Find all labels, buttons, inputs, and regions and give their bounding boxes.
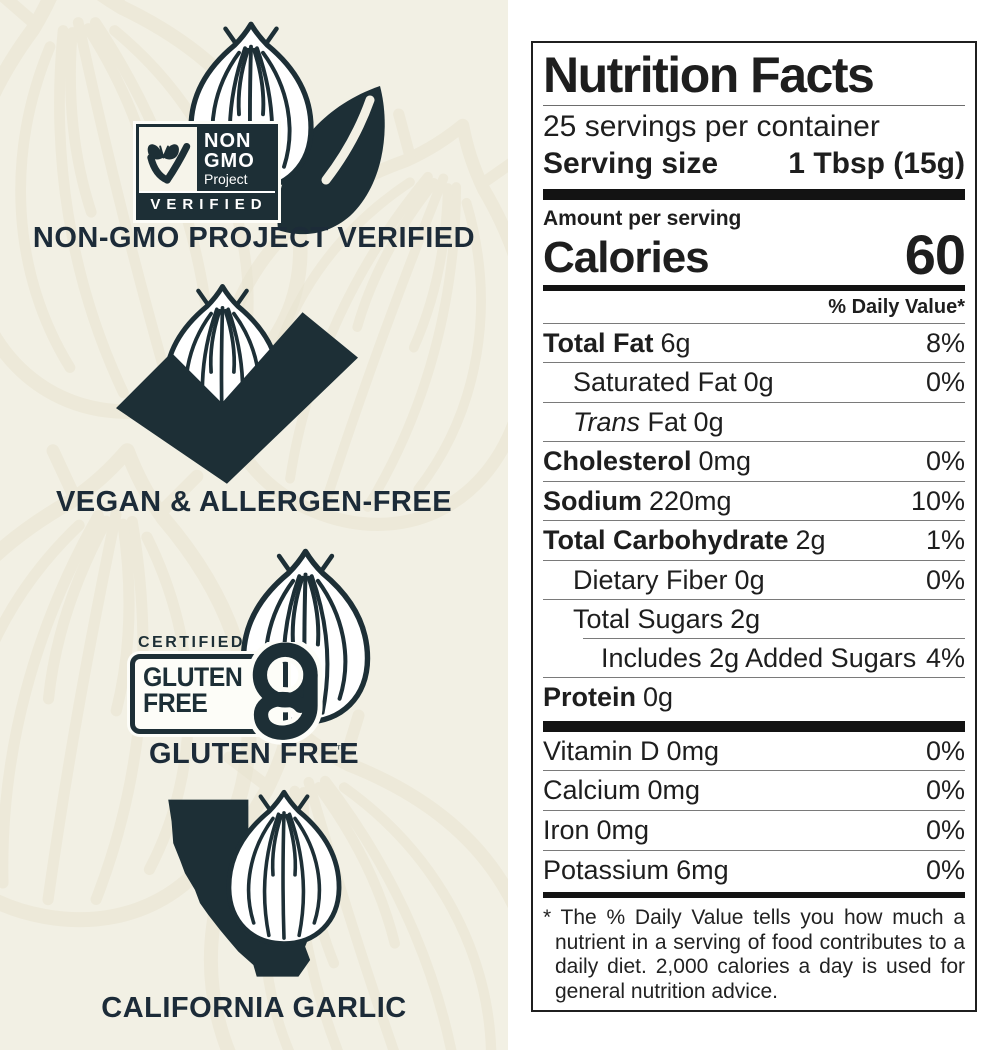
daily-value-footnote: * The % Daily Value tells you how much a… [543,906,965,1003]
checkmark-icon [116,312,358,484]
badge-caption-california: CALIFORNIA GARLIC [101,992,407,1024]
divider-medium [543,284,965,291]
amount-per-serving-label: Amount per serving [543,207,742,230]
nutrition-row-iron: Iron 0mg 0% [543,811,965,851]
nutrition-row-dietary-fiber: Dietary Fiber 0g 0% [543,561,965,601]
nutrition-row-total-sugars: Total Sugars 2g [543,600,965,639]
serving-size-value: 1 Tbsp (15g) [788,147,965,180]
nutrition-row-added-sugars: Includes 2g Added Sugars 4% [543,639,965,679]
nutrition-row-calcium: Calcium 0mg 0% [543,771,965,811]
trademark-symbol: ™ [336,744,347,756]
nutrition-row-potassium: Potassium 6mg 0% [543,854,965,885]
nutrition-row-saturated-fat: Saturated Fat 0g 0% [543,363,965,403]
badge-caption-gluten-free: GLUTEN FREE [148,738,360,770]
badge-caption-vegan: VEGAN & ALLERGEN-FREE [55,486,453,518]
non-gmo-project-seal: NON GMO Project VERIFIED [136,124,278,220]
badges-panel: NON GMO Project VERIFIED NON-GMO PROJECT… [0,0,508,1050]
calories-label: Calories [543,232,710,282]
nutrition-facts-label: Nutrition Facts 25 servings per containe… [531,41,977,1012]
non-gmo-seal-text: NON [204,130,252,152]
divider-thick [543,720,965,732]
non-gmo-seal-text: Project [204,171,248,187]
gfco-g-icon [228,637,338,760]
certified-gluten-free-seal: CERTIFIED GLUTEN FREE ™ [130,634,347,756]
serving-size-label: Serving size [543,147,719,180]
nutrition-row-protein: Protein 0g [543,682,674,713]
nutrition-row-total-carbohydrate: Total Carbohydrate 2g 1% [543,521,965,561]
badge-caption-non-gmo: NON-GMO PROJECT VERIFIED [32,222,476,254]
leaf-icon [268,82,396,240]
nutrition-facts-title: Nutrition Facts [543,49,965,106]
non-gmo-seal-verified-text: VERIFIED [139,191,275,217]
servings-per-container: 25 servings per container [543,110,880,143]
daily-value-header: % Daily Value* [543,291,965,324]
nutrition-row-total-fat: Total Fat 6g 8% [543,324,965,364]
divider-medium [543,892,965,899]
nutrition-row-sodium: Sodium 220mg 10% [543,482,965,522]
gluten-free-seal-word: GLUTEN [143,662,243,692]
non-gmo-seal-text: GMO [204,150,255,172]
nutrition-row-vitamin-d: Vitamin D 0mg 0% [543,732,965,772]
nutrition-row-cholesterol: Cholesterol 0mg 0% [543,442,965,482]
serving-size-row: Serving size 1 Tbsp (15g) [543,146,965,182]
nutrition-row-trans-fat: Trans Fat 0g [543,403,965,443]
gluten-free-seal-certified-text: CERTIFIED [138,634,245,651]
divider-thick [543,189,965,200]
garlic-bulb-icon [210,784,358,956]
butterfly-icon [139,127,197,191]
calories-value: 60 [904,223,966,286]
calories-row: Calories 60 [543,223,966,286]
gluten-free-seal-word: FREE [143,688,208,719]
